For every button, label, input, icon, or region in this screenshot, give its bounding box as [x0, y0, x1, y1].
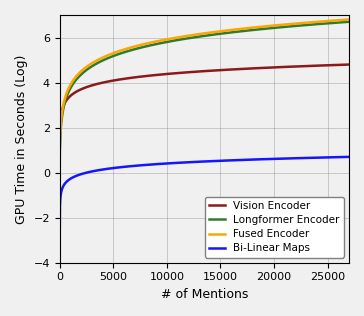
Vision Encoder	[246, 67, 250, 70]
Line: Vision Encoder: Vision Encoder	[60, 64, 349, 161]
Fused Encoder	[58, 144, 62, 148]
Longformer Encoder	[347, 20, 351, 24]
Bi-Linear Maps	[110, 166, 115, 170]
Bi-Linear Maps	[347, 155, 351, 159]
Longformer Encoder	[295, 24, 300, 27]
Longformer Encoder	[168, 40, 173, 43]
Line: Fused Encoder: Fused Encoder	[60, 20, 349, 146]
Longformer Encoder	[246, 29, 250, 33]
Fused Encoder	[168, 37, 173, 41]
Bi-Linear Maps	[246, 158, 250, 161]
Fused Encoder	[273, 23, 278, 27]
Vision Encoder	[273, 65, 278, 69]
Vision Encoder	[295, 64, 300, 68]
Y-axis label: GPU Time in Seconds (Log): GPU Time in Seconds (Log)	[15, 54, 28, 223]
Fused Encoder	[231, 28, 236, 32]
Vision Encoder	[110, 79, 115, 82]
Longformer Encoder	[110, 54, 115, 58]
Line: Bi-Linear Maps: Bi-Linear Maps	[60, 157, 349, 229]
Longformer Encoder	[273, 26, 278, 30]
Legend: Vision Encoder, Longformer Encoder, Fused Encoder, Bi-Linear Maps: Vision Encoder, Longformer Encoder, Fuse…	[205, 197, 344, 258]
Vision Encoder	[168, 72, 173, 76]
Fused Encoder	[110, 52, 115, 55]
Bi-Linear Maps	[273, 157, 278, 161]
Longformer Encoder	[231, 30, 236, 34]
Vision Encoder	[58, 160, 62, 163]
Bi-Linear Maps	[58, 227, 62, 231]
Bi-Linear Maps	[231, 158, 236, 162]
Bi-Linear Maps	[168, 161, 173, 165]
Longformer Encoder	[58, 148, 62, 152]
Fused Encoder	[347, 18, 351, 21]
X-axis label: # of Mentions: # of Mentions	[161, 288, 248, 301]
Bi-Linear Maps	[295, 156, 300, 160]
Vision Encoder	[231, 68, 236, 71]
Line: Longformer Encoder: Longformer Encoder	[60, 22, 349, 150]
Vision Encoder	[347, 63, 351, 66]
Fused Encoder	[246, 26, 250, 30]
Fused Encoder	[295, 21, 300, 25]
